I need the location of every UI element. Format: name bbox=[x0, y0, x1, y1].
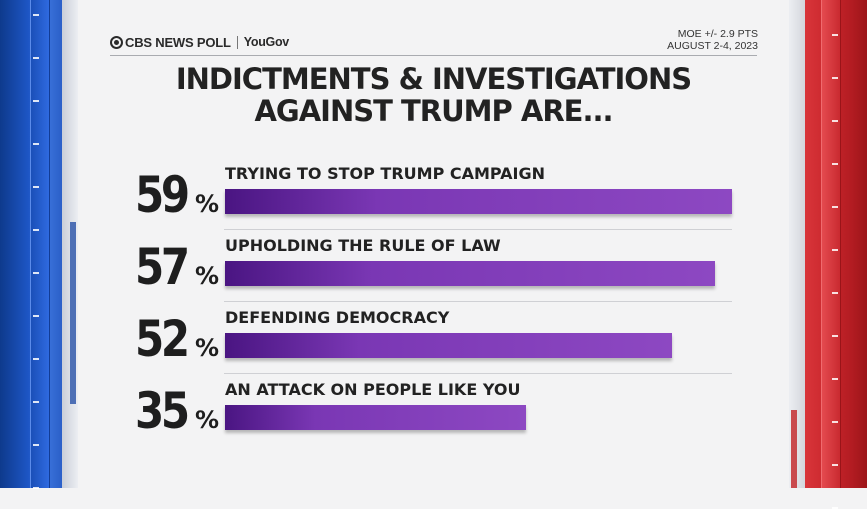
bar-row: 35% AN ATTACK ON PEOPLE LIKE YOU bbox=[135, 374, 735, 446]
rail-tick bbox=[832, 163, 838, 165]
rail-tick bbox=[33, 401, 39, 403]
left-accent-stripe bbox=[70, 222, 76, 404]
bar-row: 57% UPHOLDING THE RULE OF LAW bbox=[135, 230, 735, 302]
margin-of-error: MOE +/- 2.9 PTS bbox=[677, 28, 758, 40]
yougov-label: YouGov bbox=[243, 35, 290, 49]
bar-category-label: TRYING TO STOP TRUMP CAMPAIGN bbox=[225, 164, 546, 183]
rail-tick bbox=[33, 358, 39, 360]
chart-title: INDICTMENTS & INVESTIGATIONS AGAINST TRU… bbox=[110, 63, 757, 127]
rail-tick bbox=[832, 34, 838, 36]
rail-tick bbox=[33, 272, 39, 274]
bar bbox=[225, 261, 715, 286]
poll-meta: MOE +/- 2.9 PTS AUGUST 2-4, 2023 bbox=[667, 28, 758, 52]
rail-tick bbox=[33, 444, 39, 446]
rail-tick bbox=[832, 464, 838, 466]
bar bbox=[225, 405, 526, 430]
rail-tick bbox=[33, 57, 39, 59]
rail-tick bbox=[33, 315, 39, 317]
percent-sign: % bbox=[195, 190, 220, 218]
chart-title-line-2: AGAINST TRUMP ARE... bbox=[254, 94, 613, 128]
poll-dates: AUGUST 2-4, 2023 bbox=[667, 40, 758, 52]
percent-sign: % bbox=[195, 262, 220, 290]
right-rail bbox=[821, 0, 841, 509]
cbs-news-poll-label: CBS NEWS POLL bbox=[125, 34, 231, 50]
percent-sign: % bbox=[195, 406, 220, 434]
rail-tick bbox=[832, 120, 838, 122]
rail-tick bbox=[33, 143, 39, 145]
bar-value-label: 57 bbox=[135, 238, 190, 296]
bar-category-label: DEFENDING DEMOCRACY bbox=[225, 308, 450, 327]
rail-tick bbox=[832, 292, 838, 294]
right-red-border bbox=[805, 0, 867, 509]
rail-tick bbox=[832, 378, 838, 380]
cbs-eye-icon bbox=[110, 35, 123, 49]
rail-tick bbox=[832, 77, 838, 79]
row-divider bbox=[224, 229, 732, 230]
panel-edge-right bbox=[789, 0, 805, 488]
row-divider bbox=[224, 373, 732, 374]
left-rail bbox=[30, 0, 50, 489]
bar-category-label: AN ATTACK ON PEOPLE LIKE YOU bbox=[225, 380, 521, 399]
rail-tick bbox=[832, 335, 838, 337]
bar-value-label: 52 bbox=[135, 310, 190, 368]
rail-tick bbox=[832, 249, 838, 251]
brand-header: CBS NEWS POLL YouGov bbox=[110, 34, 289, 50]
rail-tick bbox=[33, 487, 39, 489]
bar-value-label: 59 bbox=[135, 166, 190, 224]
bar-category-label: UPHOLDING THE RULE OF LAW bbox=[225, 236, 501, 255]
rail-tick bbox=[33, 14, 39, 16]
brand-divider bbox=[236, 35, 238, 49]
chart-title-line-1: INDICTMENTS & INVESTIGATIONS bbox=[175, 62, 692, 96]
rail-tick bbox=[832, 206, 838, 208]
rail-tick bbox=[33, 186, 39, 188]
bar-value-label: 35 bbox=[135, 382, 190, 440]
bar bbox=[225, 189, 732, 214]
left-blue-border bbox=[0, 0, 62, 489]
right-accent-stripe bbox=[791, 410, 797, 488]
rail-tick bbox=[33, 100, 39, 102]
bar-row: 52% DEFENDING DEMOCRACY bbox=[135, 302, 735, 374]
rail-tick bbox=[832, 421, 838, 423]
percent-sign: % bbox=[195, 334, 220, 362]
header-divider bbox=[110, 55, 757, 56]
bar-row: 59% TRYING TO STOP TRUMP CAMPAIGN bbox=[135, 158, 735, 230]
bar bbox=[225, 333, 672, 358]
row-divider bbox=[224, 301, 732, 302]
rail-tick bbox=[33, 229, 39, 231]
